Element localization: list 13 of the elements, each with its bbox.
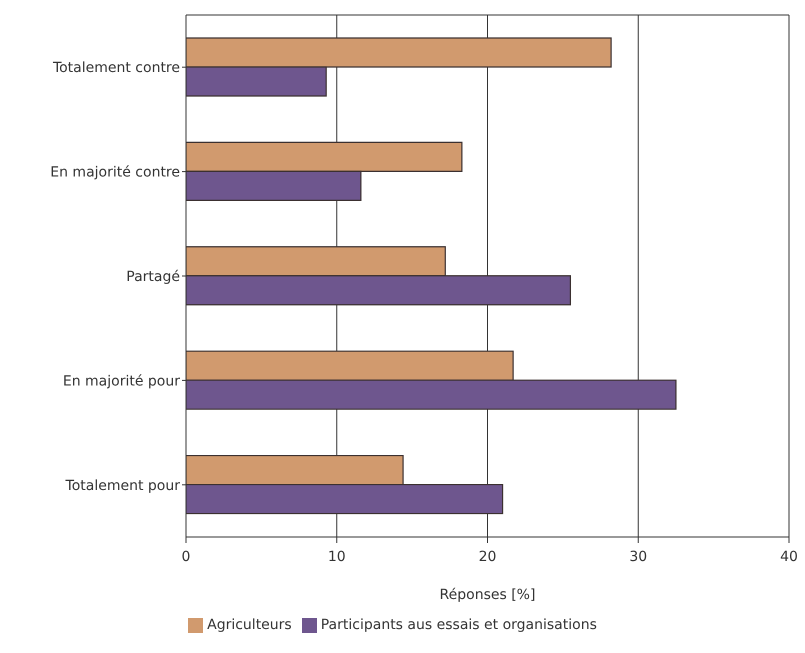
y-tick-label: En majorité pour <box>62 373 180 390</box>
x-tick-label: 10 <box>328 548 346 565</box>
legend-label: Participants aus essais et organisations <box>320 617 597 633</box>
x-tick-label: 20 <box>478 548 496 565</box>
y-tick-label: En majorité contre <box>50 164 180 181</box>
x-tick-label: 40 <box>780 548 798 565</box>
x-tick-label: 30 <box>629 548 648 565</box>
x-tick-label: 0 <box>182 548 190 565</box>
y-tick-label: Totalement contre <box>52 60 180 76</box>
y-tick-label: Totalement pour <box>64 478 180 494</box>
legend-label: Agriculteurs <box>207 617 292 633</box>
y-tick-label: Partagé <box>126 268 180 285</box>
x-axis-title: Réponses [%] <box>440 587 536 603</box>
